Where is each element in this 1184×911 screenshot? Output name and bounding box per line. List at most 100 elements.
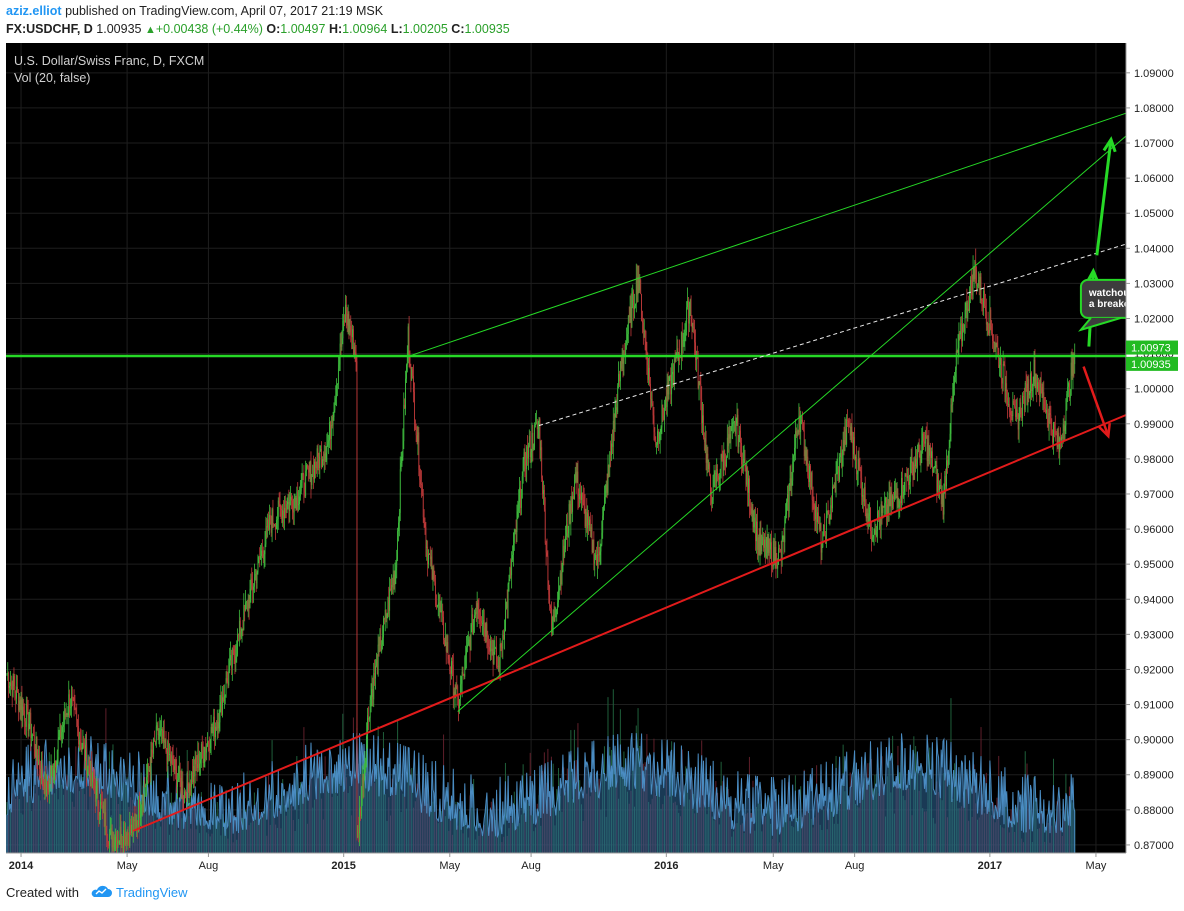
candle-body — [199, 763, 200, 771]
candle-body — [828, 510, 830, 524]
candle-body — [391, 585, 392, 591]
candle-body — [794, 447, 795, 456]
candle-body — [107, 839, 109, 842]
candle-body — [418, 432, 420, 471]
candle-body — [135, 819, 137, 827]
candle-body — [408, 326, 410, 358]
candle-body — [10, 682, 11, 687]
candle-body — [829, 516, 831, 524]
candle-body — [505, 601, 507, 610]
candle-body — [607, 465, 609, 493]
candle-body — [172, 756, 174, 767]
candle-body — [656, 444, 658, 446]
candle-body — [787, 493, 788, 503]
candle-body — [383, 618, 385, 620]
candle-body — [651, 398, 653, 404]
candle-body — [864, 487, 866, 507]
candle-body — [918, 443, 920, 455]
candle-body — [425, 527, 427, 549]
candle-body — [583, 499, 585, 507]
candle-body — [755, 517, 757, 542]
candle-body — [981, 300, 983, 301]
candle-body — [103, 805, 105, 827]
candle-body — [1047, 418, 1049, 428]
price-tick-label: 1.08000 — [1134, 103, 1174, 115]
candle-body — [1031, 373, 1032, 391]
candle-body — [1034, 359, 1036, 388]
candle-body — [873, 534, 875, 538]
candle-body — [319, 451, 321, 468]
candle-body — [384, 610, 386, 620]
candle-body — [518, 502, 520, 509]
candle-body — [38, 759, 40, 765]
candle-body — [501, 647, 503, 649]
candle-body — [485, 623, 487, 637]
candle-body — [962, 324, 964, 331]
candle-body — [370, 696, 372, 700]
time-axis[interactable]: 2014 May Aug 2015 May Aug 2016 May Aug 2017 May — [9, 853, 1107, 872]
candle-body — [78, 726, 79, 745]
candle-body — [16, 686, 18, 699]
candle-body — [698, 381, 700, 389]
candle-body — [55, 760, 56, 768]
candle-body — [769, 538, 771, 550]
candle-body — [299, 491, 301, 497]
candle-body — [397, 531, 399, 560]
candle-body — [772, 565, 773, 567]
candle-body — [315, 467, 317, 469]
candle-body — [1026, 383, 1028, 406]
candle-body — [984, 290, 985, 307]
candle-body — [693, 326, 695, 331]
candle-body — [205, 747, 207, 753]
candle-body — [1043, 392, 1045, 407]
candle-body — [117, 839, 119, 844]
candle-body — [277, 500, 279, 520]
publish-info: aziz.elliot published on TradingView.com… — [6, 4, 383, 18]
candle-body — [303, 474, 305, 493]
candle-body — [253, 577, 255, 587]
candle-body — [325, 452, 327, 460]
candle-body — [586, 512, 588, 529]
candle-body — [953, 383, 955, 397]
candle-body — [113, 837, 115, 850]
candle-body — [937, 474, 939, 492]
candle-body — [533, 447, 535, 450]
candle-body — [132, 818, 134, 836]
candle-body — [891, 491, 893, 508]
candle-body — [905, 474, 907, 476]
candle-body — [522, 459, 524, 477]
candle-body — [399, 469, 401, 513]
candle-body — [450, 670, 452, 674]
candle-body — [894, 491, 896, 495]
candle-body — [304, 492, 306, 496]
candle-body — [1053, 422, 1055, 430]
candle-body — [1030, 373, 1031, 393]
candle-body — [510, 567, 512, 576]
candle-body — [726, 437, 728, 458]
candle-body — [636, 277, 638, 295]
candle-body — [245, 602, 246, 611]
candle-body — [926, 436, 928, 461]
candle-body — [495, 647, 497, 649]
candle-body — [246, 601, 247, 603]
candle-body — [634, 304, 636, 306]
candle-body — [452, 664, 454, 696]
candle-body — [285, 512, 287, 513]
candle-body — [848, 426, 850, 428]
candle-body — [870, 507, 871, 532]
time-axis-background — [6, 853, 1126, 875]
candle-body — [148, 769, 150, 771]
author-link[interactable]: aziz.elliot — [6, 4, 62, 18]
candle-body — [610, 451, 612, 456]
candle-body — [372, 689, 374, 700]
candle-body — [633, 291, 635, 310]
price-tick-label: 0.90000 — [1134, 735, 1174, 747]
chart-container[interactable]: watchout for a breakout :D 1.09000 1.08000… — [6, 43, 1178, 875]
candle-body — [147, 763, 149, 771]
price-tick-label: 0.93000 — [1134, 629, 1174, 641]
tradingview-brand[interactable]: TradingView — [116, 885, 188, 900]
candle-body — [952, 396, 954, 405]
candle-body — [438, 602, 440, 606]
candle-body — [985, 310, 987, 325]
